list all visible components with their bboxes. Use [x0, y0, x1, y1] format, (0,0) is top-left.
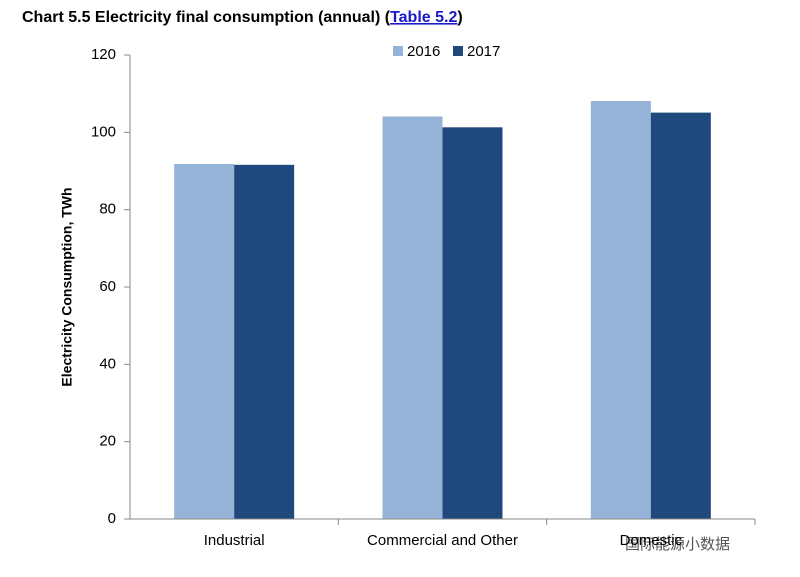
legend-label: 2017: [467, 43, 500, 60]
bar: [234, 164, 295, 519]
bar: [174, 164, 235, 520]
legend-swatch: [453, 46, 463, 56]
chart-title: Chart 5.5 Electricity final consumption …: [22, 9, 463, 26]
bar: [382, 116, 443, 519]
bar: [650, 112, 711, 519]
table-link[interactable]: Table 5.2: [390, 9, 457, 26]
bar: [442, 127, 503, 519]
x-tick-label: Domestic: [620, 532, 683, 549]
y-axis-title: Electricity Consumption, TWh: [59, 187, 75, 386]
y-tick-label: 40: [99, 355, 116, 372]
legend-swatch: [393, 46, 403, 56]
y-tick-label: 120: [91, 46, 116, 63]
y-tick-label: 20: [99, 433, 116, 450]
y-tick-label: 80: [99, 201, 116, 218]
x-tick-label: Industrial: [204, 532, 265, 549]
bar: [590, 101, 651, 519]
legend-label: 2016: [407, 43, 440, 60]
title-end: ): [457, 9, 462, 26]
x-tick-label: Commercial and Other: [367, 532, 518, 549]
y-tick-label: 0: [108, 510, 116, 527]
y-tick-label: 60: [99, 278, 116, 295]
watermark: 国际能源小数据: [625, 536, 730, 553]
title-text: Chart 5.5 Electricity final consumption …: [22, 9, 391, 26]
y-tick-label: 100: [91, 123, 116, 140]
